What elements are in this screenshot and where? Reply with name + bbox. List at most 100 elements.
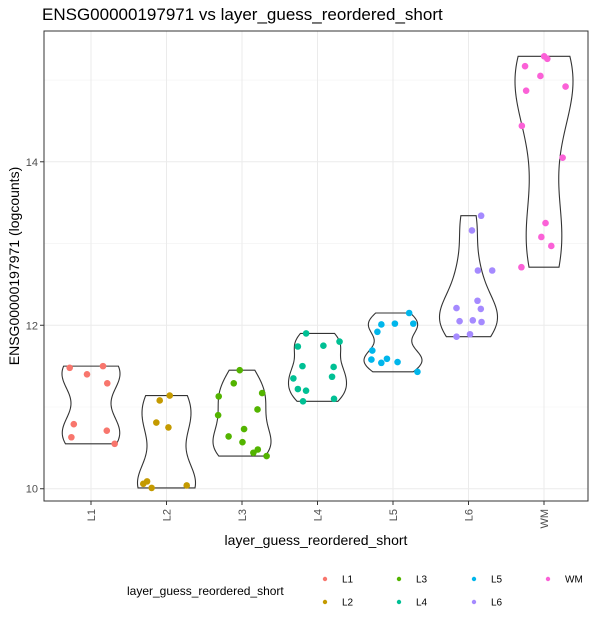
legend-key-L6 (471, 599, 477, 605)
point-L3 (236, 366, 244, 374)
point-L4 (302, 387, 310, 394)
x-tick-label: L2 (162, 509, 174, 521)
x-axis: L1 L2 L3 L4 L5 L6 WM (86, 501, 551, 529)
point-L6 (488, 267, 496, 274)
point-L2 (153, 419, 160, 426)
x-tick-label: L1 (86, 509, 98, 521)
legend: layer_guess_reordered_short L1 L2 L3 L4 L5 L6… (127, 575, 583, 609)
point-L2 (166, 392, 174, 399)
y-tick-label: 10 (26, 484, 38, 496)
point-L6 (466, 330, 474, 338)
legend-key-L4 (396, 599, 402, 605)
x-tick-label: WM (539, 509, 551, 529)
legend-label-L3: L3 (416, 575, 428, 586)
violin-L5 (363, 312, 423, 373)
point-L3 (258, 389, 266, 397)
y-axis: 10 12 14 (26, 157, 44, 496)
point-WM (562, 83, 569, 90)
legend-key-L1 (322, 576, 328, 582)
y-tick-label: 12 (26, 320, 38, 332)
point-L3 (240, 425, 248, 433)
legend-label-L6: L6 (491, 598, 503, 609)
point-WM (559, 154, 566, 161)
point-L2 (165, 424, 172, 431)
chart-title: ENSG00000197971 vs layer_guess_reordered… (42, 5, 443, 24)
data-points (66, 53, 569, 492)
point-L6 (453, 333, 460, 341)
grid (44, 31, 588, 501)
point-WM (518, 122, 526, 130)
point-WM (518, 263, 525, 271)
legend-key-L5 (471, 576, 477, 582)
point-L5 (378, 359, 385, 367)
point-L4 (302, 330, 310, 337)
point-L2 (148, 484, 155, 492)
point-L3 (214, 411, 222, 419)
point-L3 (215, 393, 223, 400)
legend-key-WM (545, 576, 551, 582)
point-L1 (103, 427, 111, 435)
point-L6 (477, 305, 485, 313)
point-L4 (330, 363, 337, 371)
point-L2 (183, 482, 191, 489)
x-tick-label: L6 (464, 509, 476, 521)
point-L6 (474, 267, 482, 274)
point-L6 (456, 317, 463, 325)
point-L1 (111, 440, 118, 448)
point-L5 (410, 320, 417, 327)
point-WM (544, 55, 551, 63)
point-L4 (330, 395, 338, 403)
x-tick-label: L4 (313, 509, 325, 521)
point-L4 (290, 375, 297, 382)
point-L5 (383, 355, 391, 363)
point-L3 (225, 433, 232, 440)
x-tick-label: L5 (388, 509, 400, 521)
point-L6 (453, 304, 460, 312)
violin-L4 (287, 332, 348, 402)
point-L6 (468, 227, 476, 234)
violin-WM (514, 55, 574, 268)
plot-panel-border (43, 30, 589, 502)
point-L3 (263, 452, 270, 460)
point-L5 (391, 320, 399, 327)
point-L4 (328, 373, 336, 381)
point-L1 (70, 420, 78, 428)
point-L5 (378, 321, 385, 328)
point-WM (537, 72, 544, 80)
violin-L3 (212, 369, 272, 457)
x-tick-label: L3 (237, 509, 249, 521)
point-WM (521, 62, 529, 70)
point-L4 (299, 397, 307, 405)
point-L4 (294, 385, 302, 393)
x-axis-title: layer_guess_reordered_short (225, 532, 408, 548)
point-L6 (478, 318, 485, 326)
legend-label-L1: L1 (342, 575, 354, 586)
point-L5 (368, 356, 375, 363)
plot-background (44, 31, 588, 501)
point-L2 (139, 480, 147, 488)
point-L3 (230, 380, 238, 387)
point-L5 (405, 309, 413, 317)
point-WM (522, 87, 530, 94)
y-tick-label: 14 (26, 157, 38, 169)
point-L4 (320, 342, 327, 350)
point-L6 (474, 297, 481, 305)
legend-label-WM: WM (565, 575, 583, 586)
point-L4 (299, 362, 306, 370)
point-L1 (103, 380, 111, 387)
point-WM (538, 233, 545, 241)
legend-label-L5: L5 (491, 575, 503, 586)
point-L1 (99, 362, 107, 370)
point-L3 (239, 438, 246, 446)
violin-L1 (61, 365, 121, 445)
point-L1 (68, 433, 75, 441)
point-L1 (83, 371, 91, 378)
violin-L2 (136, 395, 197, 489)
point-WM (548, 242, 555, 250)
point-L3 (250, 449, 257, 457)
point-L4 (294, 343, 302, 350)
legend-label-L2: L2 (342, 598, 354, 609)
violins (61, 55, 574, 489)
legend-title: layer_guess_reordered_short (127, 584, 284, 598)
